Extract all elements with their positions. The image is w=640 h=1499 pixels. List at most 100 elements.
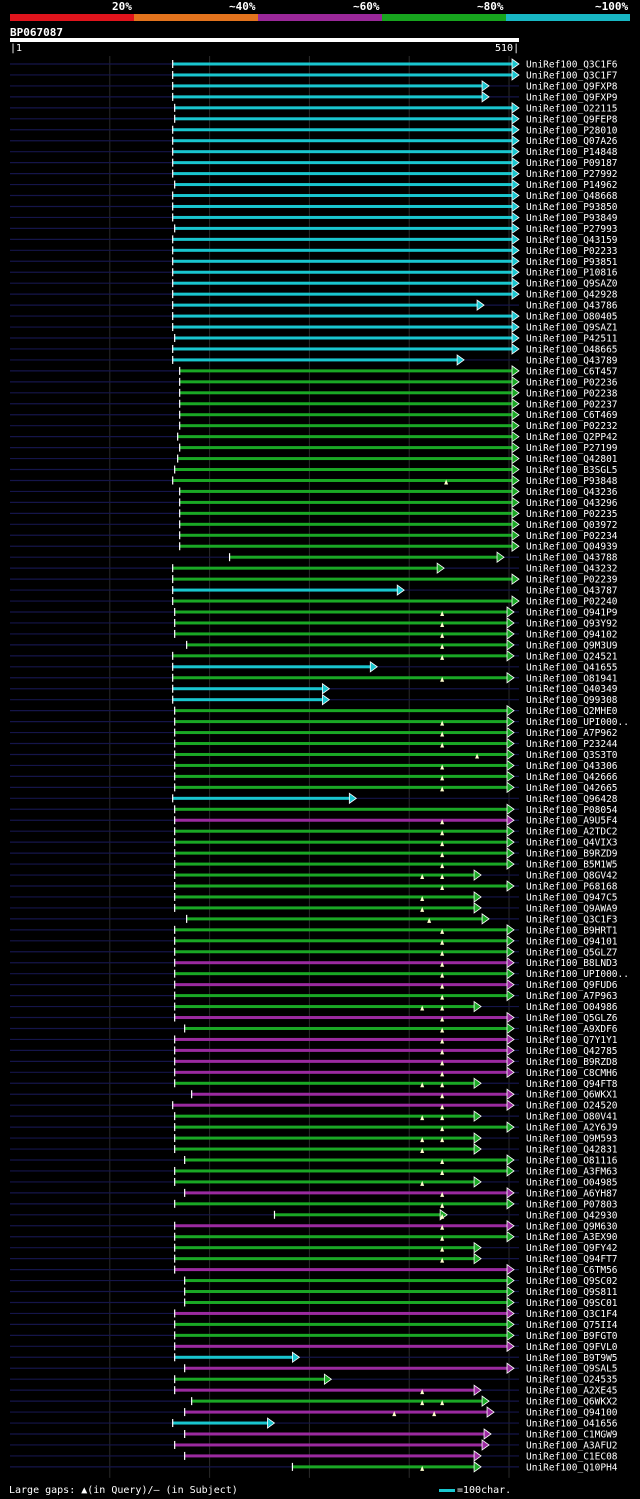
hit-end-arrow [511, 113, 520, 125]
hit-bar [174, 785, 509, 789]
hit-bar [172, 676, 509, 680]
hit-end-arrow [506, 1044, 515, 1057]
hit-label: UniRef100_Q9M630 [526, 1221, 618, 1232]
hit-bar [172, 665, 372, 669]
hit-end-arrow [511, 518, 520, 531]
hit-label: UniRef100_Q10PH4 [526, 1462, 618, 1473]
query-gap-marker [440, 676, 445, 682]
hit-label: UniRef100_Q42666 [526, 772, 618, 783]
hit-bar [172, 281, 513, 285]
hit-bar [172, 150, 513, 154]
hit-end-arrow [506, 836, 515, 848]
hit-bar [174, 1202, 509, 1206]
hit-label: UniRef100_Q42928 [526, 290, 618, 301]
hit-bar [184, 1410, 489, 1414]
hit-bar [172, 577, 513, 581]
hit-label: UniRef100_Q2MHE0 [526, 706, 618, 717]
hit-label: UniRef100_Q42665 [526, 783, 618, 794]
hit-end-arrow [506, 781, 515, 794]
hit-end-arrow [506, 1362, 515, 1375]
hit-label: UniRef100_A2TDC2 [526, 827, 618, 838]
hit-end-arrow [323, 1373, 333, 1385]
hit-bar [174, 1268, 509, 1272]
hit-end-arrow [511, 102, 520, 114]
hit-end-arrow [473, 1241, 482, 1254]
hit-end-arrow [506, 1088, 515, 1101]
hit-end-arrow [511, 365, 520, 377]
hit-bar [179, 533, 513, 537]
hit-bar [174, 807, 509, 811]
hit-bar [179, 402, 513, 406]
hit-bar [174, 851, 509, 855]
hit-label: UniRef100_O24520 [526, 1101, 618, 1112]
hit-end-arrow [506, 715, 515, 728]
hit-label: UniRef100_Q941P9 [526, 608, 618, 619]
query-gap-marker [440, 621, 445, 627]
hit-label: UniRef100_O81116 [526, 1156, 618, 1167]
hit-label: UniRef100_Q6WKX1 [526, 1090, 618, 1101]
hit-bar [174, 1169, 509, 1173]
hit-label: UniRef100_Q03972 [526, 520, 618, 531]
hit-label: UniRef100_Q9M3U9 [526, 640, 618, 651]
hit-bar [184, 1279, 509, 1283]
query-gap-marker [440, 632, 445, 638]
hit-bar [172, 194, 513, 198]
query-gap-marker [420, 1082, 425, 1088]
hit-bar [174, 1333, 509, 1337]
hit-label: UniRef100_P27992 [526, 169, 618, 180]
hit-label: UniRef100_O80405 [526, 312, 618, 323]
hit-end-arrow [511, 376, 520, 388]
hit-label: UniRef100_O04985 [526, 1177, 618, 1188]
hit-label: UniRef100_Q93Y92 [526, 618, 618, 629]
hit-label: UniRef100_O24535 [526, 1375, 618, 1386]
hit-end-arrow [506, 1022, 515, 1035]
hit-label: UniRef100_Q3C1F7 [526, 70, 618, 81]
hit-bar [174, 336, 514, 340]
hit-end-arrow [473, 1143, 482, 1155]
query-gap-marker [440, 720, 445, 726]
hit-label: UniRef100_P02232 [526, 421, 618, 432]
hit-label: UniRef100_A9XDF6 [526, 1024, 618, 1035]
hit-bar [172, 303, 479, 307]
hit-label: UniRef100_C1MGW9 [526, 1430, 618, 1441]
hit-end-arrow [506, 1307, 515, 1320]
hit-end-arrow [496, 551, 505, 563]
hit-end-arrow [511, 222, 520, 235]
hit-end-arrow [473, 1252, 482, 1265]
hit-label: UniRef100_Q75II4 [526, 1320, 618, 1331]
query-gap-marker [440, 1126, 445, 1132]
hit-bar [174, 1059, 509, 1063]
hit-label: UniRef100_Q9FY42 [526, 1243, 618, 1254]
hit-label: UniRef100_Q42930 [526, 1210, 618, 1221]
hit-end-arrow [511, 189, 520, 202]
alignment-plot: UniRef100_Q3C1F6UniRef100_Q3C1F7UniRef10… [10, 56, 629, 1478]
hit-end-arrow [506, 1230, 515, 1243]
query-gap-marker [440, 1049, 445, 1055]
hit-bar [172, 698, 324, 702]
hit-bar [174, 862, 509, 866]
hit-end-arrow [506, 803, 515, 816]
hit-label: UniRef100_B9FGT0 [526, 1331, 618, 1342]
hit-label: UniRef100_O80V41 [526, 1112, 618, 1123]
hit-bar [174, 1235, 509, 1239]
hit-bar [184, 1300, 509, 1304]
hit-end-arrow [506, 748, 515, 761]
hit-bar [172, 62, 513, 66]
hit-bar [184, 1432, 486, 1436]
hit-bar [174, 906, 476, 910]
query-gap-marker [440, 830, 445, 836]
query-gap-marker [440, 1005, 445, 1011]
hit-end-arrow [481, 1439, 490, 1451]
hit-end-arrow [473, 1132, 482, 1144]
hit-label: UniRef100_Q24521 [526, 651, 618, 662]
legend-swatch-2 [258, 14, 382, 21]
hit-end-arrow [511, 255, 520, 268]
axis-end-label: 510| [495, 43, 520, 54]
hit-end-arrow [481, 913, 490, 925]
hit-end-arrow [506, 770, 515, 783]
hit-end-arrow [506, 726, 515, 739]
hit-label: UniRef100_C1EC08 [526, 1451, 618, 1462]
hit-end-arrow [511, 573, 520, 585]
query-gap-marker [440, 1115, 445, 1121]
hit-bar [172, 599, 513, 603]
